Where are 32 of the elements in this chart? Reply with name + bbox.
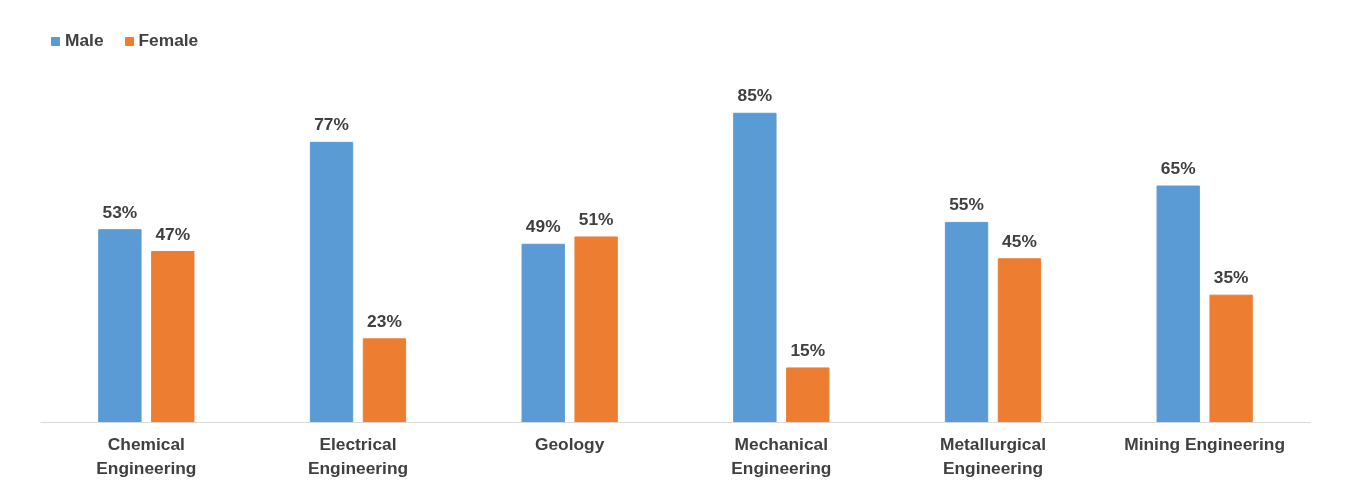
x-tick-label: Geology xyxy=(535,433,605,454)
data-label: 15% xyxy=(790,339,826,360)
bar xyxy=(997,258,1042,423)
data-label: 77% xyxy=(314,114,349,135)
bar xyxy=(944,221,989,423)
bar xyxy=(309,141,354,423)
bar xyxy=(521,243,565,423)
legend-label: Female xyxy=(138,30,199,51)
x-tick-label: Mechanical Engineering xyxy=(731,433,832,478)
bar xyxy=(98,229,142,423)
bar xyxy=(574,236,618,423)
bar xyxy=(786,367,830,423)
bar xyxy=(1209,294,1253,423)
data-label: 55% xyxy=(949,194,984,215)
data-label: 49% xyxy=(525,216,561,237)
bar xyxy=(151,251,195,423)
data-label: 35% xyxy=(1213,267,1249,288)
data-label: 47% xyxy=(155,223,191,244)
data-label: 51% xyxy=(578,208,614,229)
bar xyxy=(1156,185,1200,423)
data-label: 53% xyxy=(102,201,138,222)
x-tick-label: Mining Engineering xyxy=(1124,433,1286,454)
x-tick-label: Electrical Engineering xyxy=(307,433,409,478)
x-tick-label: Chemical Engineering xyxy=(96,433,197,478)
data-label: 45% xyxy=(1002,230,1037,251)
legend-label: Male xyxy=(65,30,104,51)
data-label: 65% xyxy=(1160,158,1196,179)
data-label: 23% xyxy=(367,310,402,331)
bar xyxy=(362,338,407,423)
data-label: 85% xyxy=(737,85,773,106)
bar xyxy=(733,112,777,423)
x-tick-label: Metallurgical Engineering xyxy=(940,433,1046,478)
